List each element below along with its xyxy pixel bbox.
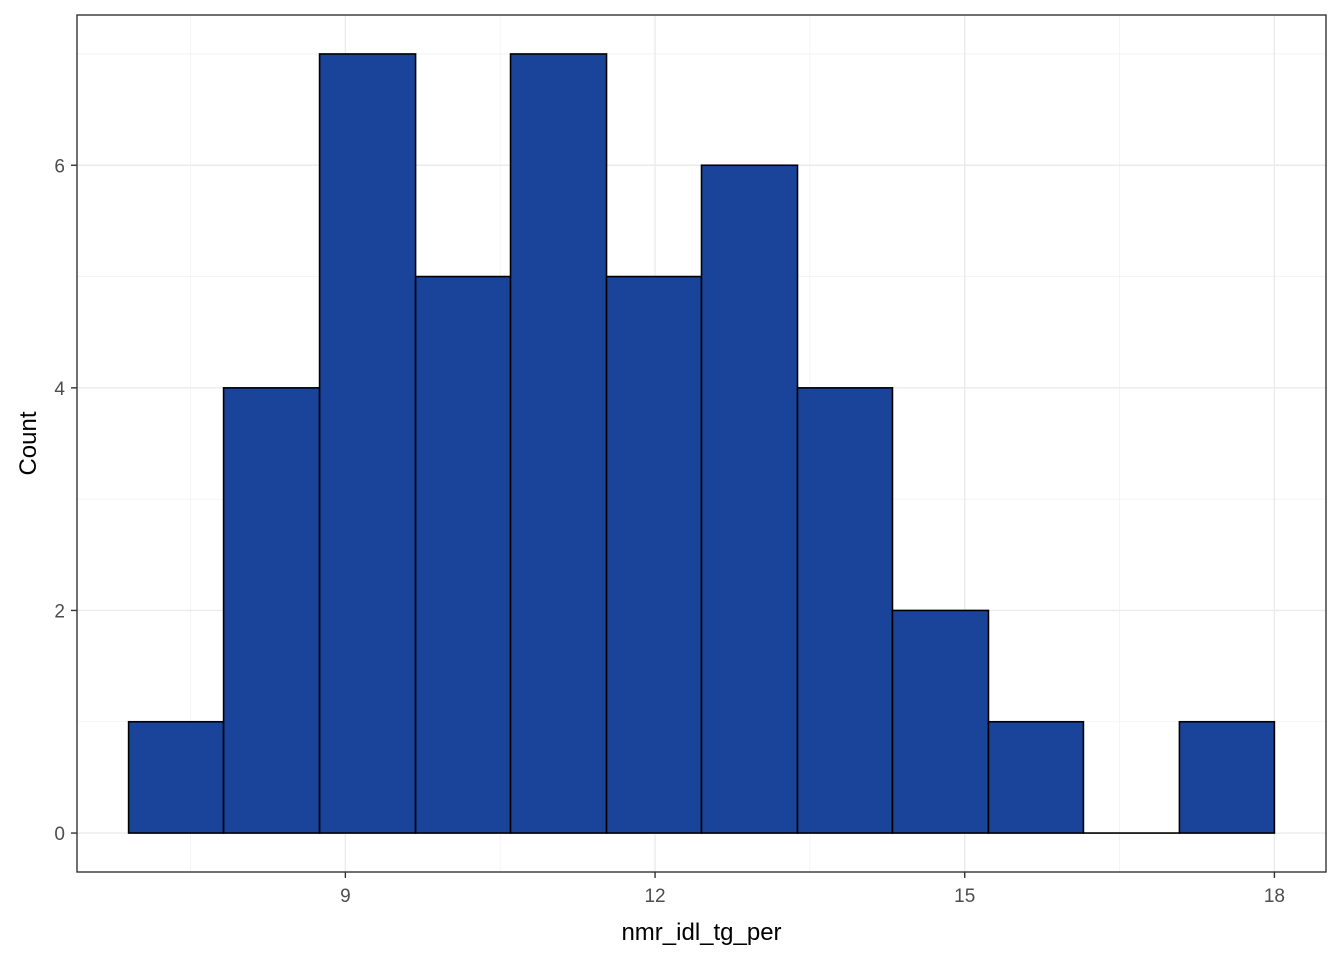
histogram-bar-7 <box>700 164 799 834</box>
y-axis-ticks: 0 2 4 6 <box>54 156 77 845</box>
histogram-bar-4 <box>414 275 512 834</box>
histogram-bar-6 <box>605 275 703 834</box>
y-tick-label: 4 <box>54 379 65 400</box>
histogram-bar-2 <box>222 387 321 834</box>
plot-panel-border <box>76 14 1327 873</box>
x-tick-label: 18 <box>1264 886 1285 907</box>
y-axis-title: Count <box>15 411 42 475</box>
x-axis-ticks: 9 12 15 18 <box>340 872 1285 907</box>
x-tick-label: 9 <box>340 886 351 907</box>
y-tick-label: 2 <box>54 601 65 622</box>
histogram-bar-1 <box>127 720 225 834</box>
x-tick-label: 15 <box>954 886 975 907</box>
y-tick-label: 6 <box>54 156 65 177</box>
histogram-bar-5 <box>509 53 608 834</box>
x-axis-title: nmr_idl_tg_per <box>621 919 781 946</box>
histogram-bar-12 <box>1178 720 1276 834</box>
x-tick-label: 12 <box>644 886 665 907</box>
histogram-bar-8 <box>796 387 894 834</box>
histogram-bar-10 <box>987 720 1085 834</box>
histogram-bar-9 <box>891 609 990 834</box>
y-tick-label: 0 <box>54 824 65 845</box>
histogram-bar-3 <box>318 53 417 834</box>
histogram-bars <box>127 53 1276 834</box>
